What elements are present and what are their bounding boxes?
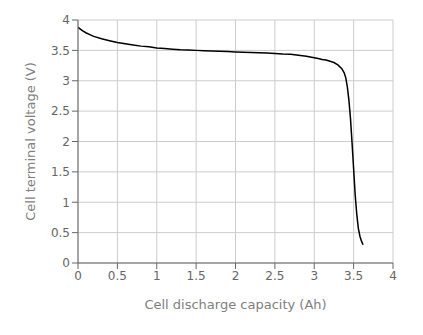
svg-text:0: 0 bbox=[62, 256, 70, 270]
svg-text:3: 3 bbox=[310, 269, 318, 283]
svg-text:1.5: 1.5 bbox=[51, 165, 70, 179]
svg-text:4: 4 bbox=[62, 13, 70, 27]
svg-text:2.5: 2.5 bbox=[265, 269, 284, 283]
svg-text:1: 1 bbox=[153, 269, 161, 283]
svg-text:2: 2 bbox=[232, 269, 240, 283]
svg-text:1: 1 bbox=[62, 196, 70, 210]
svg-text:0: 0 bbox=[74, 269, 82, 283]
svg-text:2.5: 2.5 bbox=[51, 104, 70, 118]
svg-text:0.5: 0.5 bbox=[51, 226, 70, 240]
svg-text:3.5: 3.5 bbox=[51, 44, 70, 58]
svg-text:2: 2 bbox=[62, 135, 70, 149]
svg-text:3: 3 bbox=[62, 74, 70, 88]
svg-text:4: 4 bbox=[389, 269, 397, 283]
svg-text:Cell discharge capacity (Ah): Cell discharge capacity (Ah) bbox=[144, 297, 326, 312]
svg-text:Cell terminal voltage (V): Cell terminal voltage (V) bbox=[23, 62, 38, 221]
svg-text:3.5: 3.5 bbox=[344, 269, 363, 283]
svg-text:1.5: 1.5 bbox=[187, 269, 206, 283]
svg-text:0.5: 0.5 bbox=[108, 269, 127, 283]
